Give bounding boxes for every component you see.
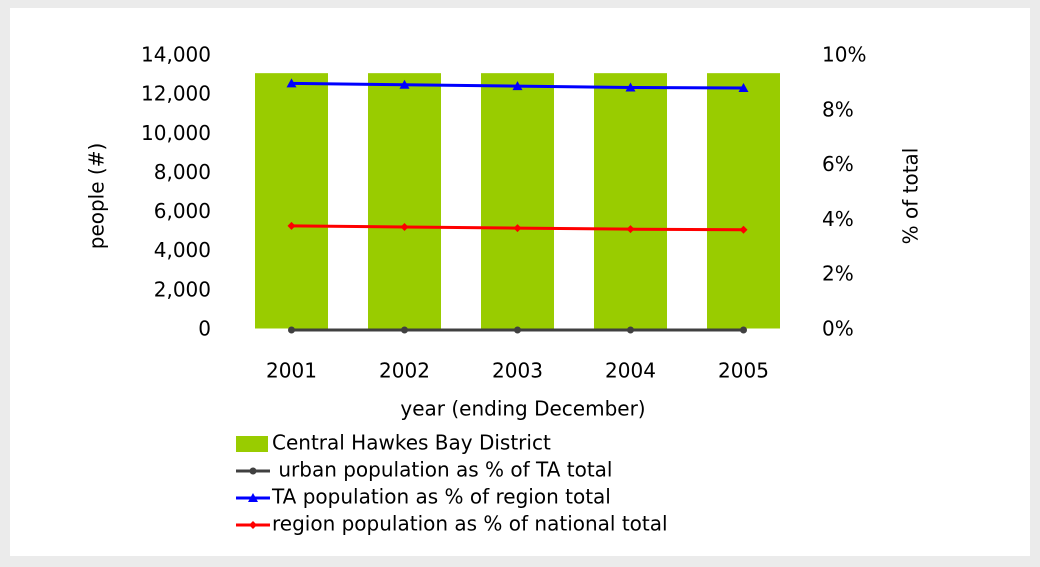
x-tick-label: 2005 xyxy=(718,359,769,383)
y-tick-label: 8,000 xyxy=(154,160,211,184)
y-axis-title: people (#) xyxy=(85,143,109,250)
point xyxy=(287,221,296,230)
point xyxy=(286,78,297,88)
y2-tick-label: 8% xyxy=(822,97,854,121)
x-axis-title: year (ending December) xyxy=(400,397,645,421)
point xyxy=(738,83,749,93)
point xyxy=(625,82,636,92)
y-tick-label: 2,000 xyxy=(154,277,211,301)
legend-label: region population as % of national total xyxy=(272,512,668,536)
y2-axis-title: % of total xyxy=(899,148,923,245)
legend-label: Central Hawkes Bay District xyxy=(272,431,551,455)
x-tick-label: 2002 xyxy=(379,359,430,383)
y-tick-label: 4,000 xyxy=(154,238,211,262)
point xyxy=(514,326,521,334)
bar xyxy=(591,70,670,332)
bar xyxy=(365,70,444,332)
point xyxy=(739,225,748,234)
y-tick-label: 10,000 xyxy=(141,121,211,145)
legend-label: TA population as % of region total xyxy=(271,485,611,509)
legend-swatch xyxy=(236,436,268,452)
legend-marker xyxy=(248,493,258,502)
bar xyxy=(252,70,331,332)
y2-tick-label: 10% xyxy=(822,43,866,67)
y-tick-label: 0 xyxy=(198,317,211,341)
y-tick-label: 14,000 xyxy=(141,43,211,67)
legend-marker xyxy=(249,521,257,529)
point xyxy=(627,326,634,334)
x-tick-label: 2004 xyxy=(605,359,656,383)
y2-tick-label: 0% xyxy=(822,317,854,341)
x-tick-label: 2001 xyxy=(266,359,317,383)
y-tick-label: 6,000 xyxy=(154,199,211,223)
point xyxy=(740,326,747,334)
y2-tick-label: 6% xyxy=(822,152,854,176)
bar xyxy=(704,70,783,332)
x-tick-label: 2003 xyxy=(492,359,543,383)
y2-tick-label: 4% xyxy=(822,207,854,231)
legend-marker xyxy=(249,467,257,475)
point xyxy=(512,81,523,91)
point xyxy=(513,224,522,233)
point xyxy=(399,79,410,89)
point xyxy=(400,222,409,231)
bar xyxy=(478,70,557,332)
legend-label: urban population as % of TA total xyxy=(272,458,613,482)
point xyxy=(626,225,635,234)
point xyxy=(401,326,408,334)
y2-tick-label: 2% xyxy=(822,262,854,286)
point xyxy=(288,326,295,334)
y-tick-label: 12,000 xyxy=(141,82,211,106)
